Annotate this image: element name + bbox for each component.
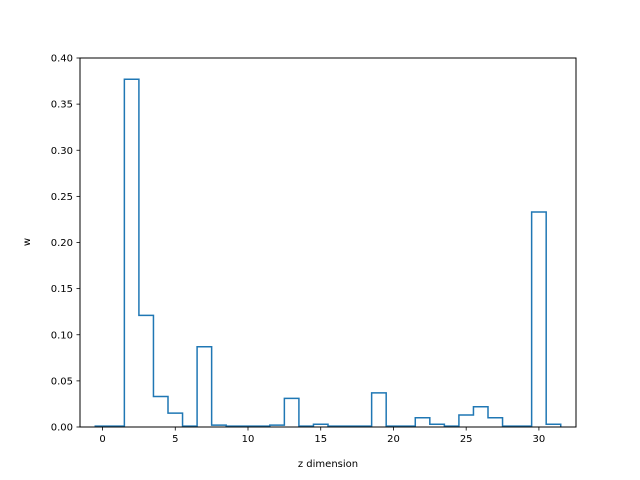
y-tick-label: 0.35 xyxy=(51,100,73,111)
histogram-bin xyxy=(124,79,139,427)
histogram-bin xyxy=(168,413,183,427)
histogram-bin xyxy=(153,397,168,427)
y-axis-ticks: 0.00 0.05 0.10 0.15 0.20 0.25 0.30 0.35 0.40 xyxy=(51,54,80,434)
x-tick-label: 20 xyxy=(387,434,400,445)
x-axis-ticks: 0 5 10 15 20 25 30 xyxy=(99,427,545,445)
x-axis-label: z dimension xyxy=(298,459,358,470)
histogram-bin xyxy=(473,407,488,427)
step-line-series-0 xyxy=(94,78,562,427)
histogram-bin xyxy=(372,393,387,427)
x-tick-label: 10 xyxy=(242,434,255,445)
histogram-bin xyxy=(284,398,299,427)
y-tick-label: 0.05 xyxy=(51,376,73,387)
x-tick-label: 30 xyxy=(533,434,546,445)
y-tick-label: 0.00 xyxy=(51,423,73,434)
x-tick-label: 25 xyxy=(460,434,473,445)
histogram-bin xyxy=(488,418,503,427)
y-tick-label: 0.25 xyxy=(51,192,73,203)
y-axis-label: w xyxy=(22,238,33,246)
histogram-bin xyxy=(197,347,212,427)
y-tick-label: 0.20 xyxy=(51,238,73,249)
histogram-bin xyxy=(139,315,154,427)
y-tick-label: 0.30 xyxy=(51,146,73,157)
histogram-bin xyxy=(532,212,547,427)
y-tick-label: 0.40 xyxy=(51,54,73,65)
x-tick-label: 0 xyxy=(99,434,105,445)
x-tick-label: 15 xyxy=(314,434,327,445)
y-tick-label: 0.10 xyxy=(51,330,73,341)
histogram-bin xyxy=(415,418,430,427)
y-tick-label: 0.15 xyxy=(51,284,73,295)
x-tick-label: 5 xyxy=(172,434,178,445)
plot-layer xyxy=(94,78,562,427)
histogram-bin xyxy=(459,415,474,427)
